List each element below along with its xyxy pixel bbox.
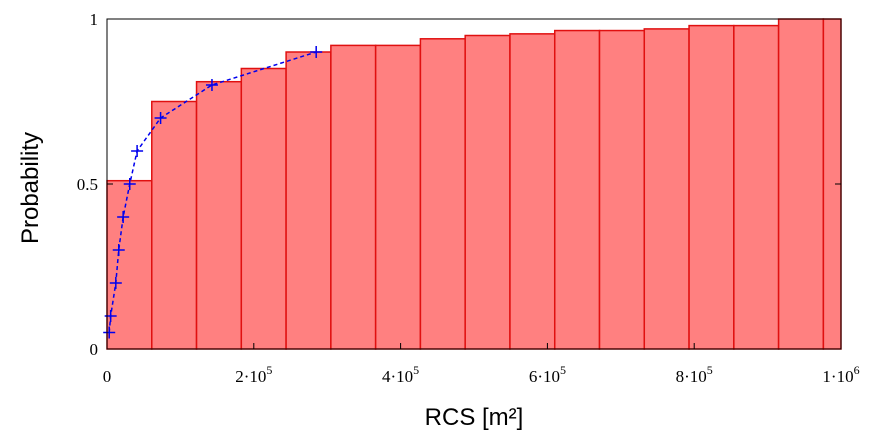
x-tick-label: 8·105	[676, 363, 713, 386]
series-line	[108, 51, 317, 333]
histogram-bar	[643, 28, 690, 350]
y-axis-title: Probability	[17, 132, 44, 244]
data-point-marker	[131, 145, 144, 157]
histogram-bar	[598, 29, 646, 350]
data-point-marker	[117, 211, 130, 223]
y-tick-label: 0.5	[77, 175, 98, 194]
histogram-bar	[374, 44, 422, 350]
x-tick-label: 4·105	[382, 363, 419, 386]
x-tick-label: 0	[103, 367, 112, 386]
x-tick-label: 6·105	[529, 363, 566, 386]
histogram-bar	[106, 179, 153, 350]
histogram-bar	[688, 24, 735, 350]
histogram-bar	[285, 51, 332, 350]
histogram-bar	[240, 67, 287, 350]
histogram-bar	[733, 24, 780, 350]
data-point-marker	[205, 79, 218, 91]
x-tick-label: 1·106	[822, 363, 859, 386]
data-point-marker	[154, 112, 167, 124]
y-tick-label: 1	[90, 10, 99, 29]
histogram-bar	[195, 80, 243, 350]
data-point-marker	[109, 277, 122, 289]
histogram-bars	[106, 18, 842, 350]
histogram-bar	[419, 38, 466, 350]
histogram-bar	[777, 18, 825, 350]
data-point-marker	[112, 244, 125, 256]
data-point-marker	[310, 46, 323, 58]
x-axis-ticks: 0 2·105 4·105 6·105 8·105 1·106	[103, 343, 860, 386]
histogram-bar	[509, 33, 556, 350]
fitted-cdf-series	[103, 46, 323, 339]
x-tick-label: 2·105	[235, 363, 272, 386]
y-tick-label: 0	[90, 340, 99, 359]
x-axis-title: RCS [m²]	[425, 404, 524, 431]
histogram-bar	[151, 100, 198, 350]
y-axis-ticks: 00.51	[77, 10, 841, 359]
histogram-bar	[464, 34, 511, 350]
histogram-bar	[553, 29, 601, 350]
histogram-bar	[330, 44, 377, 350]
data-point-marker	[103, 326, 116, 339]
data-point-marker	[123, 178, 136, 190]
